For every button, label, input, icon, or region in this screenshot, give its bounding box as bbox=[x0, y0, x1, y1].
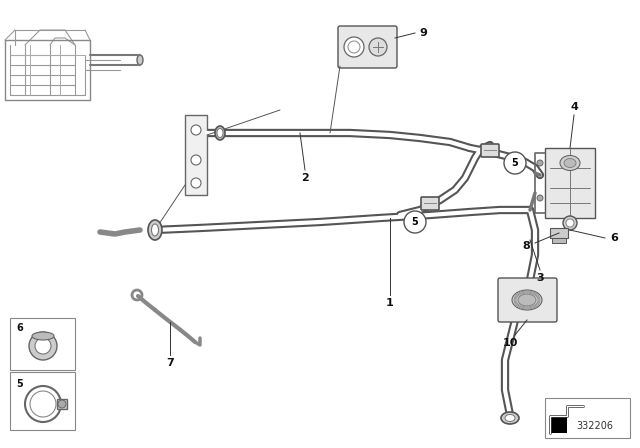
Circle shape bbox=[29, 332, 57, 360]
Text: 5: 5 bbox=[17, 379, 24, 389]
FancyBboxPatch shape bbox=[338, 26, 397, 68]
Text: 7: 7 bbox=[166, 358, 174, 368]
Ellipse shape bbox=[215, 126, 225, 140]
Circle shape bbox=[35, 338, 51, 354]
Text: 4: 4 bbox=[570, 102, 578, 112]
Text: 1: 1 bbox=[386, 298, 394, 308]
Bar bbox=[10, 318, 75, 370]
Bar bbox=[550, 416, 567, 433]
Bar bbox=[545, 148, 595, 218]
Text: 5: 5 bbox=[511, 158, 518, 168]
Ellipse shape bbox=[505, 414, 515, 422]
Circle shape bbox=[404, 211, 426, 233]
Text: 6: 6 bbox=[610, 233, 618, 243]
Text: 3: 3 bbox=[536, 273, 544, 283]
FancyBboxPatch shape bbox=[481, 144, 499, 157]
Ellipse shape bbox=[217, 129, 223, 138]
FancyBboxPatch shape bbox=[421, 197, 439, 210]
Ellipse shape bbox=[564, 159, 576, 168]
Bar bbox=[550, 228, 568, 238]
Bar bbox=[10, 372, 75, 430]
Ellipse shape bbox=[501, 412, 519, 424]
Circle shape bbox=[537, 160, 543, 166]
Text: 2: 2 bbox=[301, 173, 309, 183]
Text: 9: 9 bbox=[419, 28, 427, 38]
Text: 10: 10 bbox=[502, 338, 518, 348]
FancyBboxPatch shape bbox=[498, 278, 557, 322]
Circle shape bbox=[344, 37, 364, 57]
Circle shape bbox=[58, 400, 66, 408]
Text: 8: 8 bbox=[522, 241, 530, 251]
Circle shape bbox=[369, 38, 387, 56]
Ellipse shape bbox=[518, 294, 536, 306]
Ellipse shape bbox=[148, 220, 162, 240]
Circle shape bbox=[566, 219, 574, 227]
Ellipse shape bbox=[137, 55, 143, 65]
Ellipse shape bbox=[560, 155, 580, 171]
Bar bbox=[57, 399, 67, 409]
Bar bbox=[545, 398, 630, 438]
Bar bbox=[185, 115, 207, 195]
Ellipse shape bbox=[152, 224, 159, 236]
Circle shape bbox=[563, 216, 577, 230]
Circle shape bbox=[504, 152, 526, 174]
Ellipse shape bbox=[32, 332, 54, 340]
Text: 5: 5 bbox=[412, 217, 419, 227]
Circle shape bbox=[191, 155, 201, 165]
Ellipse shape bbox=[512, 290, 542, 310]
Circle shape bbox=[537, 195, 543, 201]
Text: 332206: 332206 bbox=[577, 421, 614, 431]
Circle shape bbox=[191, 125, 201, 135]
Text: 6: 6 bbox=[17, 323, 24, 333]
Circle shape bbox=[191, 178, 201, 188]
Bar bbox=[552, 238, 566, 243]
